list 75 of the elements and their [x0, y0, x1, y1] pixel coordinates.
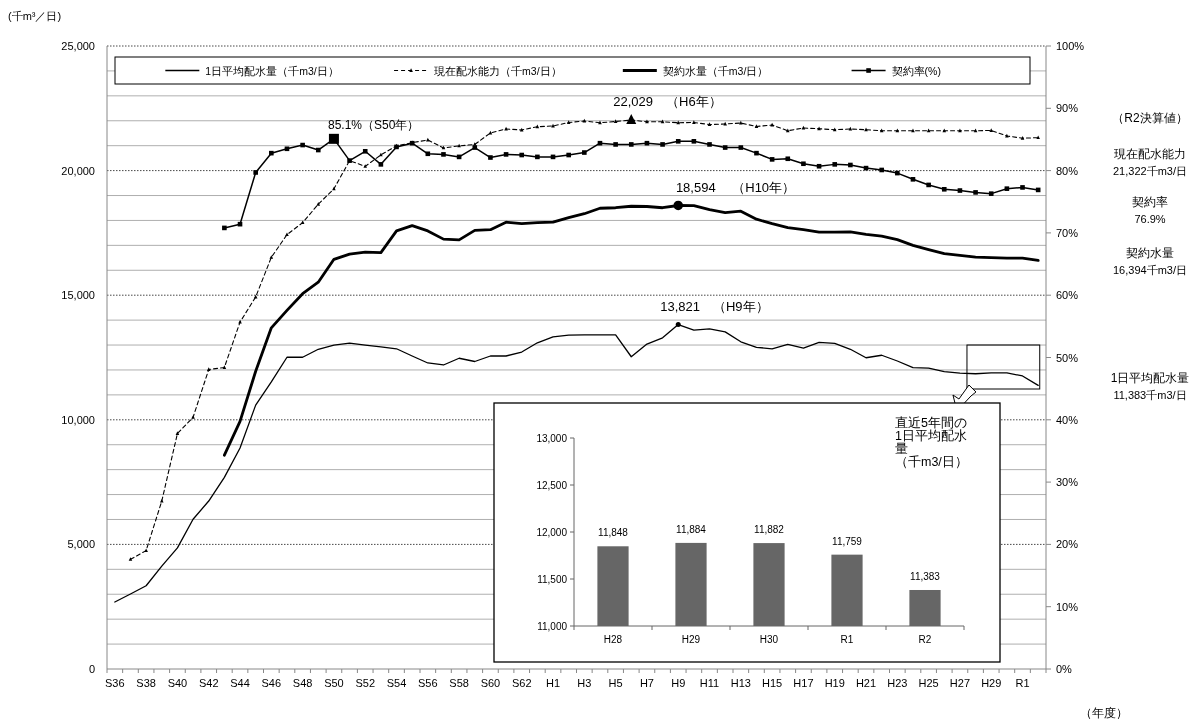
text: 契約水量 16,394千m3/日 [1113, 246, 1187, 276]
x-tick-label: S60 [480, 677, 501, 689]
annotation: 18,594 （H10年） [675, 179, 796, 195]
x-tick-label: H25 [918, 677, 939, 689]
x-tick-label: H3 [577, 677, 592, 689]
y-tick-label: 5,000 [67, 538, 95, 551]
x-tick-label: H19 [824, 677, 845, 689]
annotation: 85.1%（S50年） [328, 118, 420, 132]
text: 1日平均配水量 11,383千m3/日 [1110, 371, 1190, 401]
x-tick-label: S56 [418, 677, 438, 689]
text: 現在配水能力 21,322千m3/日 [1113, 147, 1187, 177]
x-tick-label: S52 [355, 677, 376, 689]
y2-tick-label: 0% [1056, 663, 1073, 675]
x-tick-label: H21 [855, 677, 877, 689]
y-axis-title: (千m³／日) [8, 10, 62, 22]
data-label: 11,884 [676, 523, 707, 535]
x-tick-label: R2 [918, 634, 932, 645]
data-label: 11,759 [832, 535, 863, 547]
x-tick-label: H1 [545, 677, 561, 689]
legend-label: 1日平均配水量（千m3/日） [205, 64, 339, 77]
y-tick-label: 12,000 [536, 527, 568, 538]
x-tick-label: S50 [324, 677, 344, 689]
y2-tick-label: 70% [1056, 226, 1079, 239]
x-tick-label: H9 [671, 677, 686, 689]
x-tick-label: S62 [511, 677, 532, 689]
text: 契約率 76.9% [1132, 195, 1168, 225]
legend-label: 契約率(%) [891, 64, 941, 77]
data-label: 11,383 [910, 571, 941, 582]
y-tick-label: 10,000 [61, 413, 95, 426]
text: （R2決算値） [1112, 111, 1188, 125]
x-tick-label: H11 [699, 677, 720, 689]
x-tick-label: R1 [1015, 677, 1030, 689]
x-tick-label: H29 [981, 677, 1002, 689]
x-tick-label: H29 [681, 634, 701, 645]
x-tick-label: H30 [759, 634, 779, 645]
x-tick-label: S44 [230, 677, 250, 689]
legend-label: 契約水量（千m3/日） [662, 64, 769, 77]
x-tick-label: S38 [136, 677, 156, 689]
x-tick-label: S40 [167, 677, 188, 689]
x-tick-label: S42 [198, 677, 219, 689]
x-tick-label: R1 [840, 634, 854, 645]
x-tick-label: H5 [608, 677, 623, 689]
y2-tick-label: 50% [1056, 351, 1079, 364]
x-tick-label: S58 [449, 677, 469, 689]
y-tick-label: 11,000 [537, 621, 568, 632]
x-tick-label: H7 [639, 677, 654, 689]
x-tick-label: S46 [261, 677, 282, 689]
y-tick-label: 12,500 [536, 480, 568, 491]
y2-tick-label: 90% [1056, 102, 1079, 115]
x-tick-label: H13 [730, 677, 751, 689]
y-tick-label: 0 [88, 663, 95, 675]
x-tick-label: S54 [386, 677, 407, 689]
x-tick-label: H15 [762, 677, 783, 689]
y-tick-label: 11,500 [537, 574, 568, 585]
y2-tick-label: 10% [1056, 600, 1079, 613]
y2-tick-label: 30% [1056, 476, 1079, 489]
x-tick-label: H23 [887, 677, 908, 689]
y-tick-label: 20,000 [61, 164, 95, 177]
x-tick-label: S48 [292, 677, 313, 689]
y2-tick-label: 40% [1056, 413, 1079, 426]
y-tick-label: 15,000 [61, 289, 95, 302]
x-tick-label: H17 [793, 677, 814, 689]
y-tick-label: 25,000 [61, 40, 95, 52]
annotation: 22,029 （H6年） [613, 94, 722, 110]
data-label: 11,848 [598, 527, 629, 539]
y2-tick-label: 100% [1056, 40, 1085, 52]
y2-tick-label: 60% [1056, 289, 1079, 302]
y2-tick-label: 20% [1056, 538, 1079, 551]
x-tick-label: H28 [603, 634, 623, 645]
x-tick-label: S36 [105, 677, 125, 689]
legend-label: 現在配水能力（千m3/日） [434, 64, 562, 77]
x-tick-label: H27 [949, 677, 971, 689]
y2-tick-label: 80% [1056, 164, 1079, 177]
data-label: 11,882 [754, 524, 785, 536]
x-axis-title: （年度） [1080, 706, 1128, 720]
